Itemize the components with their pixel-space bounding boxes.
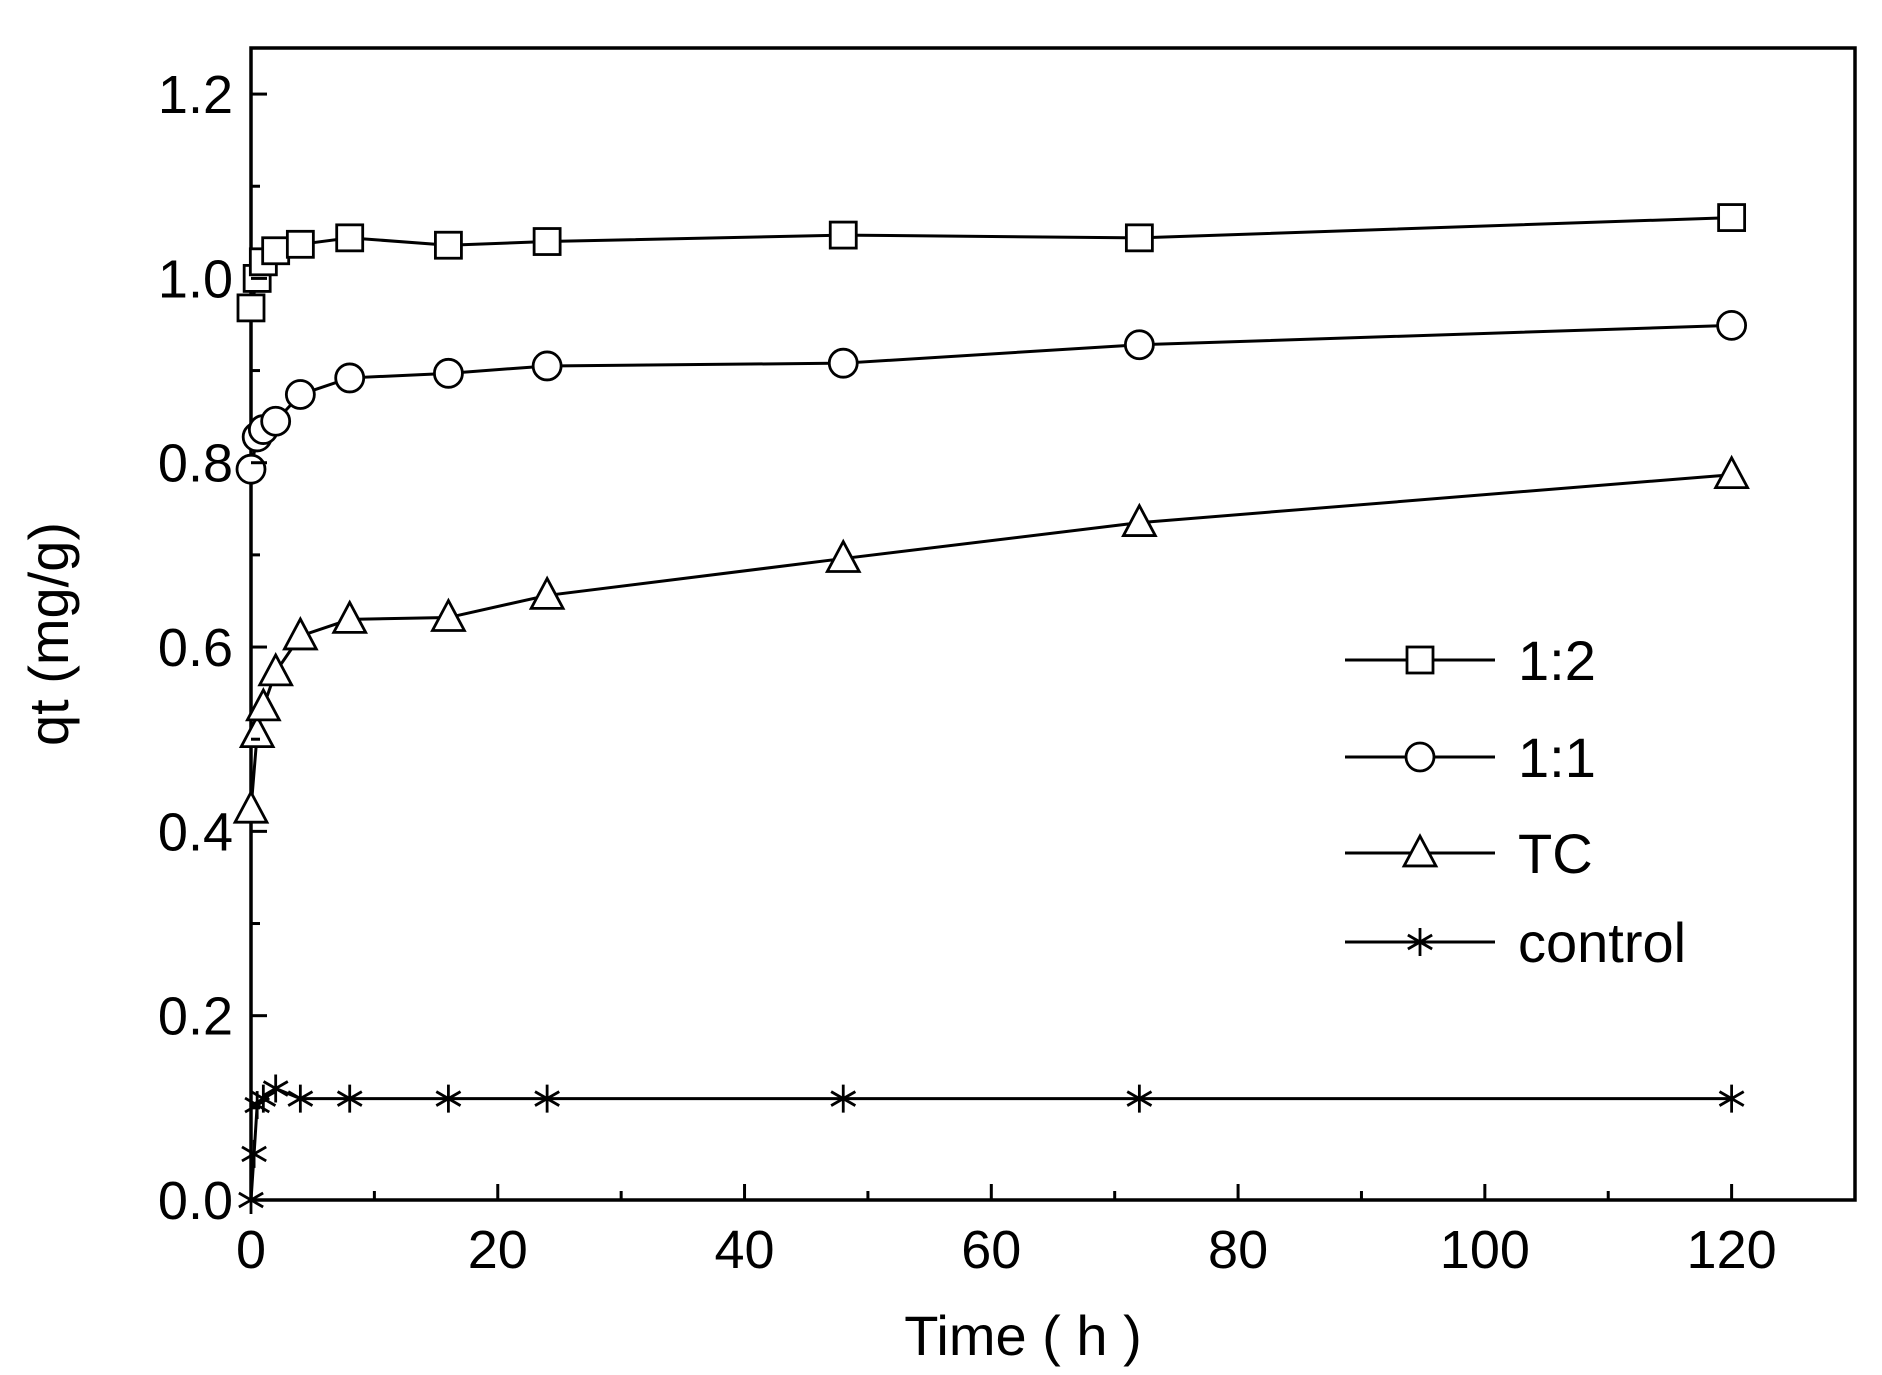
data-point-control (336, 1084, 363, 1113)
asterisk-stroke (830, 1090, 857, 1107)
series-1-1 (235, 310, 1748, 485)
data-point-tc (430, 597, 467, 632)
legend-entry-1-2: 1:2 (1345, 629, 1596, 692)
data-point-1-1 (235, 453, 267, 485)
data-point-1-2 (285, 229, 315, 259)
legend-marker-1-2 (1405, 645, 1435, 675)
data-point-control (287, 1084, 314, 1113)
y-axis-label: qt (mg/g) (17, 522, 80, 746)
data-point-1-1 (827, 347, 859, 379)
x-tick-label: 20 (468, 1220, 528, 1280)
series-control (238, 1074, 1745, 1214)
x-axis-label: Time ( h ) (904, 1304, 1141, 1367)
data-point-tc (232, 789, 270, 824)
data-point-control (830, 1084, 857, 1113)
data-point-control (250, 1084, 277, 1113)
x-tick-label: 40 (714, 1220, 774, 1280)
plot-frame-group (249, 46, 1857, 1202)
series-1-2 (236, 203, 1747, 323)
data-point-1-1 (284, 379, 316, 410)
y-tick-label: 0.0 (158, 1171, 233, 1231)
data-point-tc (528, 575, 566, 610)
data-point-1-1 (260, 405, 292, 437)
data-point-1-1 (334, 362, 366, 394)
data-point-tc (282, 616, 319, 651)
data-point-1-2 (434, 230, 463, 260)
legend-marker-1-1 (1404, 741, 1436, 773)
data-point-control (1126, 1084, 1153, 1113)
ticks-group: 0 20 40 60 80 100 120 0.0 0.2 0.4 0.6 0.8 1.0 1.2 (158, 65, 1777, 1280)
data-point-control (1718, 1084, 1745, 1113)
data-point-1-1 (1123, 329, 1155, 361)
x-tick-label: 60 (961, 1220, 1021, 1280)
asterisk-stroke (287, 1090, 314, 1107)
data-point-tc (331, 599, 368, 634)
data-point-tc (245, 687, 282, 722)
data-point-control (241, 1139, 267, 1168)
data-point-tc (238, 713, 276, 749)
x-tick-label: 80 (1208, 1220, 1268, 1280)
x-tick-label: 120 (1687, 1220, 1777, 1280)
x-tick-label: 100 (1440, 1220, 1530, 1280)
series-line-1-2 (249, 216, 1732, 309)
data-point-1-2 (261, 236, 291, 266)
legend-entry-1-1: 1:1 (1345, 726, 1596, 789)
data-point-1-1 (1716, 310, 1748, 341)
asterisk-stroke (435, 1090, 462, 1107)
asterisk-stroke (262, 1080, 289, 1097)
asterisk-stroke (1126, 1090, 1153, 1107)
legend-label: 1:1 (1518, 726, 1596, 789)
y-tick-label: 0.8 (158, 434, 233, 494)
legend-label: 1:2 (1518, 629, 1596, 692)
y-tick-label: 1.2 (158, 65, 233, 125)
legend-marker-control (1407, 928, 1433, 956)
series-group (232, 203, 1750, 1214)
data-point-tc (257, 651, 294, 687)
data-point-tc (1121, 502, 1158, 537)
y-tick-label: 0.6 (158, 618, 233, 678)
data-point-1-1 (433, 357, 464, 389)
data-point-1-2 (236, 293, 266, 323)
data-point-1-1 (531, 350, 563, 382)
data-point-1-2 (1717, 203, 1747, 232)
data-point-control (534, 1084, 560, 1113)
data-point-1-2 (1124, 223, 1154, 253)
asterisk-stroke (241, 1145, 267, 1163)
data-point-1-2 (532, 227, 562, 256)
data-point-1-2 (335, 223, 365, 253)
legend-label: TC (1518, 822, 1593, 885)
series-line-tc (249, 473, 1732, 810)
legend-entry-tc: TC (1345, 822, 1593, 885)
y-tick-label: 0.2 (158, 987, 233, 1047)
asterisk-stroke (250, 1090, 277, 1107)
legend-entry-control: control (1345, 911, 1686, 974)
data-point-1-2 (828, 220, 858, 250)
legend-label: control (1518, 911, 1686, 974)
series-line-control (249, 1086, 1732, 1201)
asterisk-stroke (1407, 933, 1433, 951)
legend: 1:2 1:1 TC control (1345, 629, 1686, 974)
asterisk-stroke (1718, 1090, 1745, 1107)
plot-frame (249, 46, 1857, 1202)
y-tick-label: 0.4 (158, 802, 233, 862)
legend-marker-tc (1401, 833, 1439, 868)
asterisk-stroke (336, 1090, 363, 1107)
y-tick-label: 1.0 (158, 249, 233, 309)
series-line-1-1 (249, 323, 1732, 470)
series-tc (232, 454, 1750, 824)
data-point-tc (1713, 454, 1750, 490)
data-point-control (435, 1084, 462, 1113)
data-point-control (262, 1074, 289, 1103)
x-tick-label: 0 (236, 1220, 266, 1280)
asterisk-stroke (534, 1090, 560, 1107)
data-point-tc (824, 538, 862, 573)
